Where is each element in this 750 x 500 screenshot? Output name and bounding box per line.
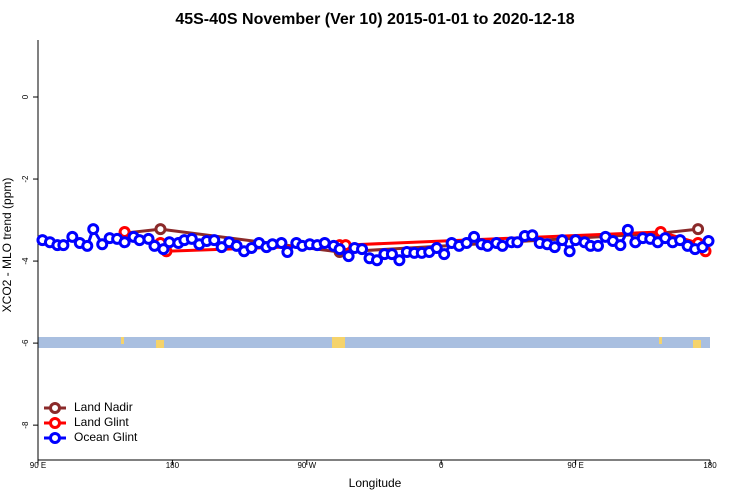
land-patch — [693, 340, 701, 348]
x-tick-label: 0 — [439, 461, 444, 470]
legend-label: Land Glint — [74, 415, 129, 429]
point — [692, 223, 705, 236]
x-tick-label: 180 — [703, 461, 717, 470]
land-patch — [659, 337, 662, 344]
point — [142, 232, 155, 245]
point — [511, 236, 524, 249]
point — [674, 234, 687, 247]
legend-label: Ocean Glint — [74, 430, 138, 444]
point — [57, 239, 70, 252]
ocean-strip — [38, 337, 710, 348]
point — [356, 243, 369, 256]
point — [370, 254, 383, 267]
y-tick-label: 0 — [21, 94, 30, 99]
land-patch — [121, 337, 124, 344]
legend-marker — [49, 417, 61, 429]
point — [621, 223, 634, 236]
y-axis-label: XCO2 - MLO trend (ppm) — [0, 178, 14, 313]
point — [614, 239, 627, 252]
land-patch — [156, 340, 164, 348]
x-tick-label: 90 E — [30, 461, 46, 470]
point — [66, 230, 79, 243]
point — [592, 239, 604, 252]
land-patch — [332, 337, 345, 348]
point — [342, 250, 355, 263]
point — [526, 229, 539, 242]
point — [430, 241, 443, 254]
point — [548, 241, 561, 254]
point — [702, 234, 715, 247]
x-axis-label: Longitude — [349, 476, 402, 490]
point — [87, 223, 100, 236]
surface-strip — [38, 337, 710, 348]
point — [281, 246, 294, 259]
point — [154, 223, 167, 236]
point — [157, 243, 170, 256]
point — [393, 254, 406, 267]
x-tick-label: 90 E — [567, 461, 583, 470]
x-tick-label: 180 — [166, 461, 180, 470]
point — [208, 234, 221, 247]
point — [438, 248, 451, 261]
point — [468, 230, 481, 243]
legend-marker — [49, 402, 61, 414]
point — [460, 237, 473, 250]
point — [333, 243, 346, 256]
point — [230, 239, 243, 252]
point — [385, 248, 398, 261]
y-tick-label: -6 — [21, 339, 30, 347]
point — [96, 238, 109, 251]
point — [556, 234, 569, 247]
y-tick-label: -8 — [21, 421, 30, 429]
point — [275, 237, 288, 250]
y-tick-label: -2 — [21, 175, 30, 183]
x-tick-label: 90 W — [297, 461, 316, 470]
legend-label: Land Nadir — [74, 400, 133, 414]
point — [185, 232, 198, 245]
chart-title: 45S-40S November (Ver 10) 2015-01-01 to … — [175, 11, 574, 28]
point — [118, 236, 131, 249]
point — [563, 245, 576, 258]
y-tick-label: -4 — [21, 257, 30, 265]
point — [81, 239, 94, 252]
legend-marker — [49, 432, 61, 444]
